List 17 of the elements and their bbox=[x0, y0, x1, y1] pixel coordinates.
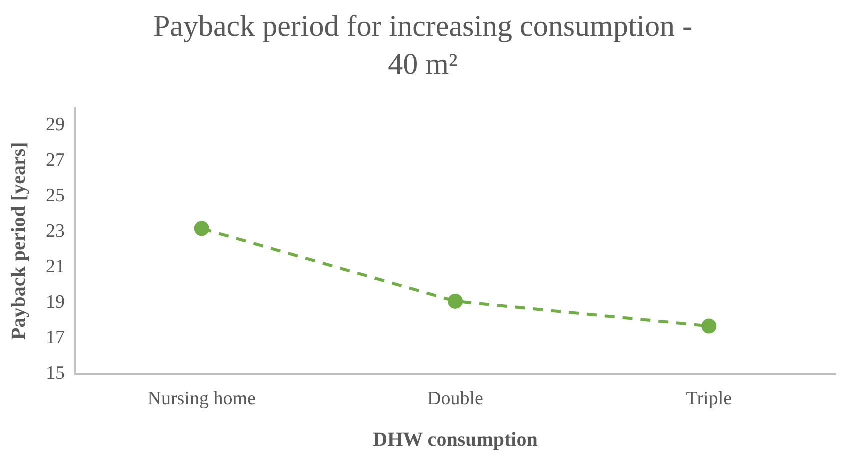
y-tick-label: 25 bbox=[46, 186, 65, 207]
y-tick-label: 27 bbox=[46, 150, 65, 172]
point bbox=[448, 294, 463, 309]
point bbox=[702, 318, 717, 334]
y-tick-label: 17 bbox=[46, 328, 65, 349]
y-axis-title: Payback period [years] bbox=[8, 142, 30, 340]
chart-title: Payback period for increasing consumption - 40 m² bbox=[152, 9, 694, 81]
x-tick-label: Double bbox=[428, 388, 484, 410]
y-tick-label: 19 bbox=[46, 292, 65, 314]
point bbox=[194, 221, 210, 236]
x-axis-title: DHW consumption bbox=[373, 429, 538, 452]
y-tick-label: 21 bbox=[46, 256, 65, 278]
y-tick-label: 15 bbox=[46, 363, 65, 384]
y-tick-label: 29 bbox=[46, 114, 65, 136]
x-tick-label: Triple bbox=[686, 388, 732, 410]
y-tick-label: 23 bbox=[46, 221, 65, 242]
x-tick-label: Nursing home bbox=[148, 388, 256, 410]
